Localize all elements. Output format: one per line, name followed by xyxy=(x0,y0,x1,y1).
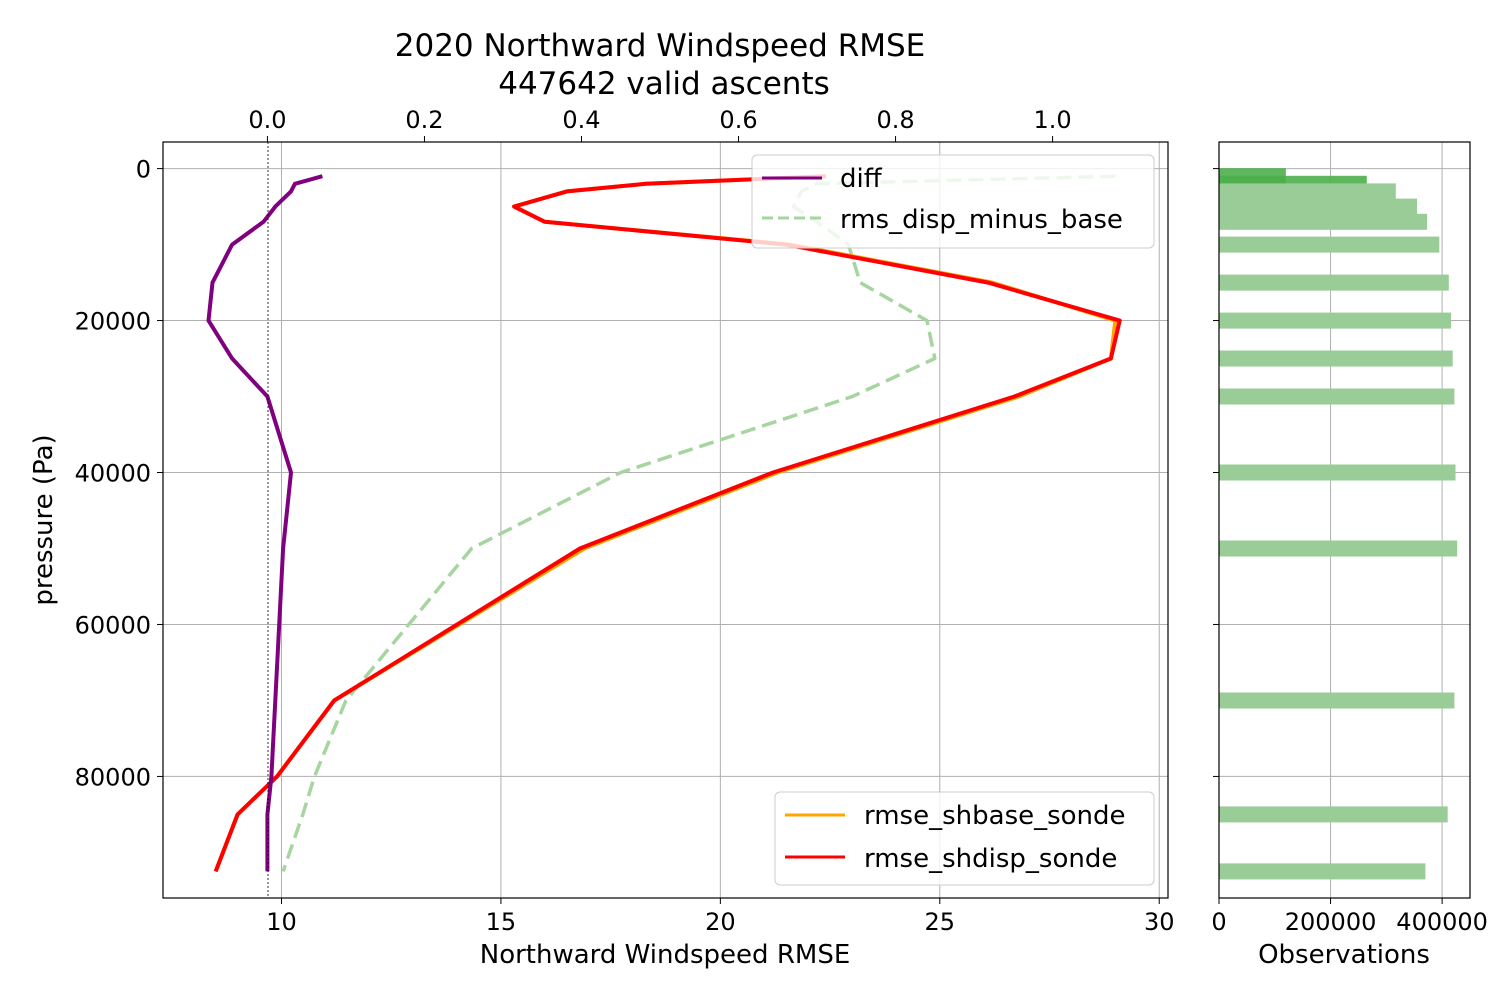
observation-bar xyxy=(1219,692,1455,709)
top-x-tick-label: 0.6 xyxy=(719,106,757,134)
top-x-tick-label: 0.0 xyxy=(248,106,286,134)
observations-axes: 0 200000 400000 xyxy=(1211,168,1488,936)
series-line-diff xyxy=(206,174,323,872)
series-line-rms-disp-minus-base xyxy=(281,174,1116,872)
legend-top: diff rms_disp_minus_base xyxy=(751,154,1155,249)
legend-label-rms-disp-minus-base: rms_disp_minus_base xyxy=(840,205,1123,235)
y-axis-label: pressure (Pa) xyxy=(29,434,59,605)
main-plot: 10 15 20 25 30 0 20000 40000 60000 80000 0.0 0.2 0.4… xyxy=(29,106,1174,970)
x-tick-label: 20 xyxy=(705,908,736,936)
y-tick-label: 20000 xyxy=(75,308,151,336)
observations-bars xyxy=(1219,168,1458,880)
observation-bar xyxy=(1219,350,1453,367)
observation-bar xyxy=(1219,540,1458,557)
observation-bar xyxy=(1219,213,1428,230)
top-x-tick-label: 0.8 xyxy=(876,106,914,134)
observations-plot: 0 200000 400000 Observations xyxy=(1211,141,1488,970)
main-axes: 10 15 20 25 30 0 20000 40000 60000 80000 0.0 0.2 0.4… xyxy=(75,106,1175,936)
series-line-rmse-shdisp-sonde xyxy=(213,174,1122,873)
observation-bar xyxy=(1219,863,1426,880)
obs-x-tick-label: 0 xyxy=(1211,908,1226,936)
x-tick-label: 25 xyxy=(925,908,956,936)
main-grid xyxy=(163,142,1168,898)
observation-bar xyxy=(1219,312,1451,329)
observations-grid xyxy=(1218,142,1470,898)
observation-bar xyxy=(1219,183,1396,200)
y-tick-label: 60000 xyxy=(75,611,151,639)
obs-x-tick-label: 200000 xyxy=(1285,908,1377,936)
x-tick-label: 10 xyxy=(266,908,297,936)
legend-bottom-box xyxy=(774,791,1155,886)
observations-x-label: Observations xyxy=(1258,940,1430,970)
top-x-tick-label: 0.2 xyxy=(405,106,443,134)
x-tick-label: 15 xyxy=(486,908,517,936)
legend-top-box xyxy=(751,154,1155,249)
legend-label-rmse-shdisp-sonde: rmse_shdisp_sonde xyxy=(864,844,1117,874)
observation-bar xyxy=(1219,198,1417,215)
y-tick-label: 40000 xyxy=(75,460,151,488)
y-tick-label: 0 xyxy=(136,156,151,184)
observation-bar xyxy=(1219,274,1449,291)
chart-title: 2020 Northward Windspeed RMSE xyxy=(395,28,926,64)
legend-label-diff: diff xyxy=(840,164,883,194)
legend-label-rmse-shbase-sonde: rmse_shbase_sonde xyxy=(864,801,1126,831)
observation-bar xyxy=(1219,388,1455,405)
observations-plot-frame xyxy=(1218,141,1471,899)
obs-x-tick-label: 400000 xyxy=(1396,908,1488,936)
x-tick-label: 30 xyxy=(1144,908,1175,936)
main-lines xyxy=(206,174,1122,873)
top-x-tick-label: 1.0 xyxy=(1033,106,1071,134)
main-plot-frame xyxy=(162,141,1169,899)
chart-subtitle: 447642 valid ascents xyxy=(498,66,830,102)
x-axis-label: Northward Windspeed RMSE xyxy=(480,940,851,970)
y-tick-label: 80000 xyxy=(75,763,151,791)
top-x-tick-label: 0.4 xyxy=(562,106,600,134)
observation-bar xyxy=(1219,806,1448,823)
observation-bar xyxy=(1219,236,1440,253)
legend-bottom: rmse_shbase_sonde rmse_shdisp_sonde xyxy=(774,791,1155,886)
observation-bar xyxy=(1219,464,1456,481)
